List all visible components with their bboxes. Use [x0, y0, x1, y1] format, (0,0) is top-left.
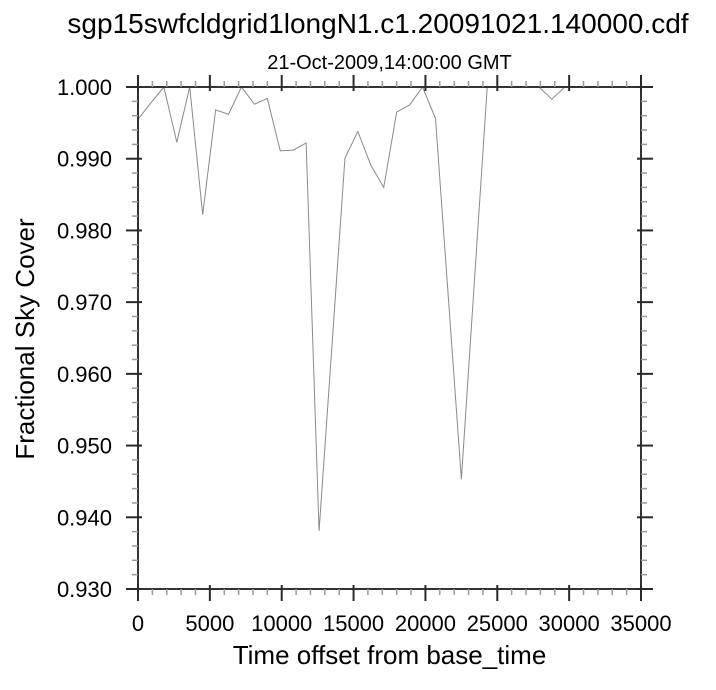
y-tick-label: 0.970 [57, 290, 112, 315]
x-tick-label: 5000 [185, 611, 234, 636]
y-tick-label: 0.960 [57, 362, 112, 387]
x-tick-label: 10000 [251, 611, 312, 636]
x-tick-label: 20000 [395, 611, 456, 636]
y-tick-label: 0.980 [57, 218, 112, 243]
y-tick-label: 0.950 [57, 434, 112, 459]
x-tick-label: 15000 [323, 611, 384, 636]
plot-frame [137, 86, 642, 590]
x-tick-label: 30000 [539, 611, 600, 636]
y-tick-label: 0.940 [57, 505, 112, 530]
y-tick-label: 1.000 [57, 75, 112, 100]
x-tick-label: 35000 [610, 611, 671, 636]
chart-subtitle: 21-Oct-2009,14:00:00 GMT [267, 52, 512, 74]
chart-title: sgp15swfcldgrid1longN1.c1.20091021.14000… [67, 8, 689, 39]
x-tick-label: 0 [132, 611, 144, 636]
series-line [138, 86, 641, 531]
x-tick-label: 25000 [467, 611, 528, 636]
x-axis-title: Time offset from base_time [232, 640, 547, 670]
y-tick-label: 0.930 [57, 577, 112, 602]
y-tick-label: 0.990 [57, 147, 112, 172]
